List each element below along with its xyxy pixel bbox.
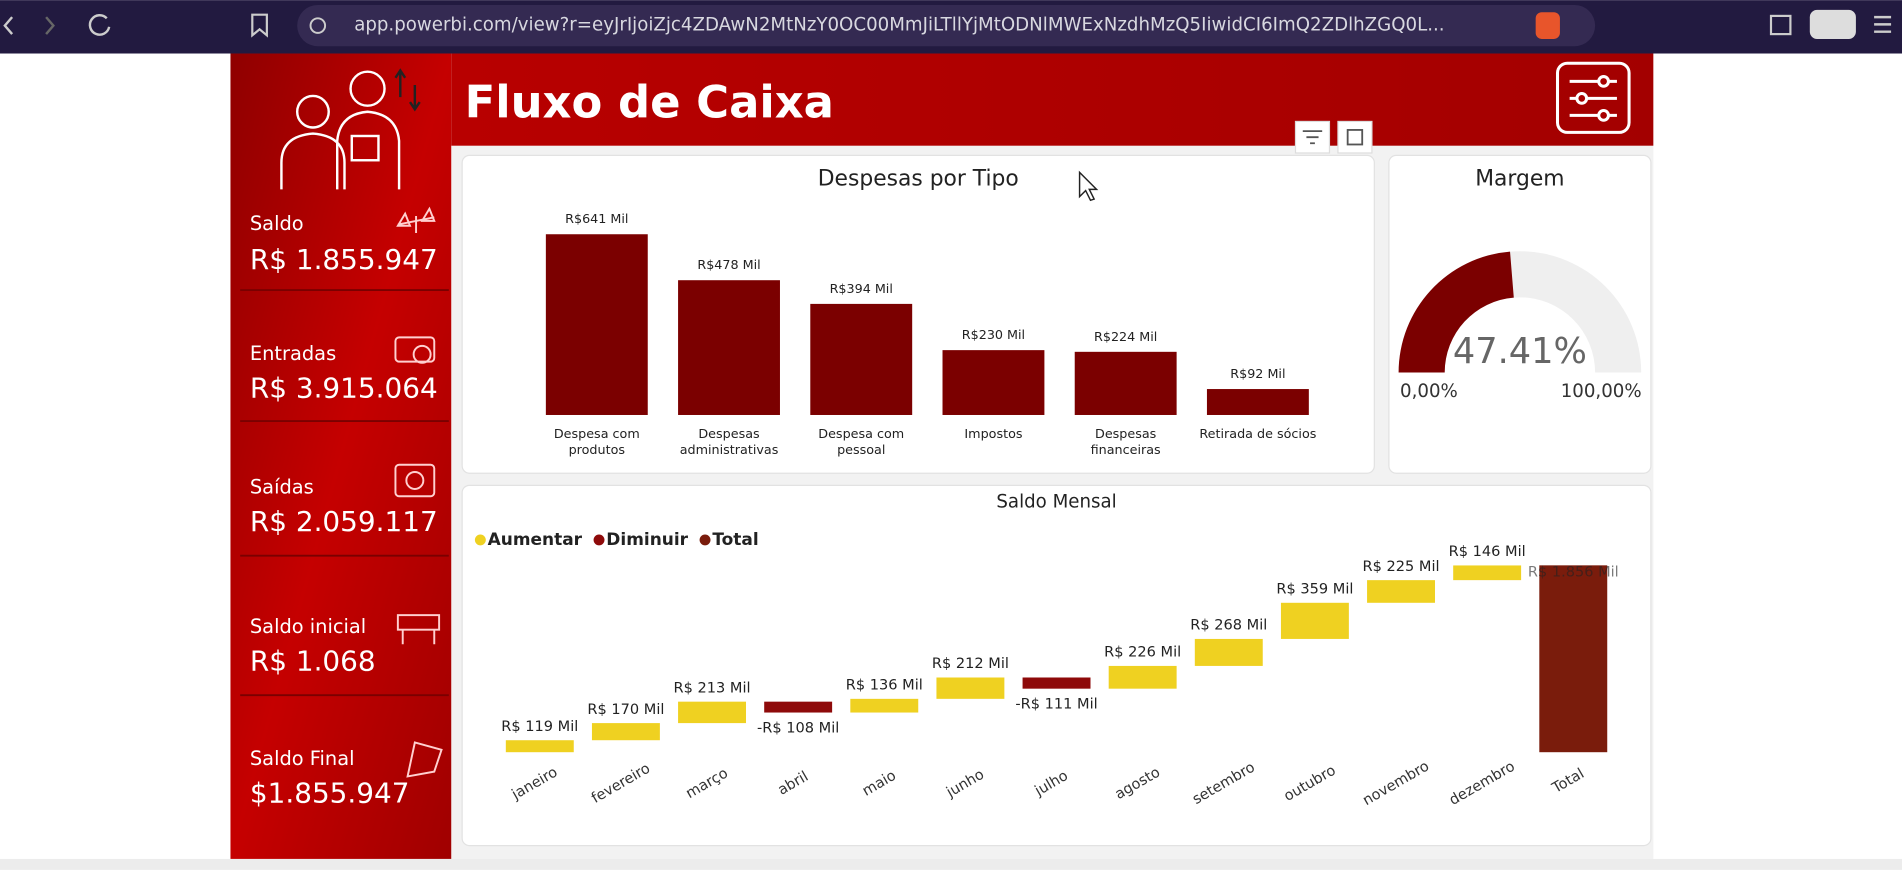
waterfall-label: -R$ 108 Mil [757, 719, 839, 736]
gauge-value-label: 47.41% [1453, 331, 1587, 372]
kpi-value: R$ 1.855.947 [250, 243, 438, 276]
brave-shield[interactable] [1535, 12, 1560, 39]
focus-button[interactable] [1337, 120, 1373, 154]
margem-card[interactable] [1388, 154, 1652, 474]
waterfall-bar [1453, 565, 1522, 581]
waterfall-label: R$ 212 Mil [932, 655, 1009, 672]
category-label: Despesas financeiras [1090, 427, 1161, 458]
category-label-box: Despesa com pessoal [818, 427, 905, 458]
gauge-min-label: 0,00% [1400, 381, 1458, 402]
bar [678, 280, 780, 415]
kpi-label: Saídas [250, 475, 314, 498]
bar [545, 234, 648, 415]
category-label-box: Impostos [964, 427, 1023, 442]
bookmark-button[interactable] [251, 13, 268, 38]
bar [810, 303, 913, 415]
category-label-box: Despesas administrativas [679, 427, 779, 458]
bar [1074, 351, 1177, 415]
waterfall-label: R$ 136 Mil [846, 676, 923, 693]
saldo-card[interactable] [461, 484, 1652, 847]
kpi-value: R$ 2.059.117 [250, 505, 438, 538]
waterfall-total [1539, 565, 1608, 753]
waterfall-bar [764, 701, 833, 713]
waterfall-label: R$ 226 Mil [1104, 644, 1181, 661]
margem-title: Margem [1475, 167, 1564, 192]
waterfall-bar [591, 723, 660, 741]
category-label: Impostos [964, 427, 1023, 442]
waterfall-bar [1280, 602, 1349, 639]
legend-swatch [593, 534, 605, 546]
bar-label: R$224 Mil [1094, 330, 1157, 345]
visual-header-icons [1294, 120, 1373, 154]
waterfall-bar [505, 740, 574, 753]
bar-label: R$394 Mil [830, 282, 893, 297]
waterfall-label: R$ 119 Mil [501, 718, 578, 735]
bar-label: R$478 Mil [697, 258, 760, 273]
menu-button[interactable] [1874, 15, 1892, 33]
bar-label: R$92 Mil [1230, 367, 1285, 382]
waterfall-label: R$ 213 Mil [674, 679, 751, 696]
kpi-separators [240, 289, 449, 697]
kpi-label: Saldo [250, 212, 304, 235]
legend-swatch [699, 534, 711, 546]
kpi-value: $1.855.947 [250, 777, 410, 810]
url: app.powerbi.com/view?r=eyJrIjoiZjc4ZDAwN… [354, 15, 1444, 36]
category-label: Despesa com produtos [553, 427, 640, 458]
despesas-title: Despesas por Tipo [818, 167, 1019, 192]
address-bar[interactable] [297, 4, 1596, 47]
reload-button[interactable] [88, 14, 111, 36]
sidebar-button[interactable] [1769, 14, 1792, 36]
mouse-cursor [1078, 170, 1099, 202]
settings-icon[interactable] [1555, 61, 1631, 134]
kpi-value: R$ 3.915.064 [250, 372, 438, 405]
kpi-label: Saldo Final [250, 747, 355, 770]
waterfall-bar [1108, 665, 1177, 689]
legend-label: Aumentar [488, 530, 583, 550]
waterfall-label: -R$ 111 Mil [1015, 695, 1097, 712]
saldo-title: Saldo Mensal [996, 491, 1116, 512]
sidebar [230, 53, 452, 859]
waterfall-bar [936, 677, 1005, 699]
category-label-box: Retirada de sócios [1199, 427, 1317, 442]
waterfall-label: R$ 225 Mil [1363, 558, 1440, 575]
waterfall-label: R$ 359 Mil [1276, 580, 1353, 597]
people-illustration [280, 68, 421, 190]
waterfall-label: R$ 146 Mil [1449, 543, 1526, 560]
header [451, 53, 1654, 146]
waterfall-label: R$ 268 Mil [1190, 617, 1267, 634]
back-button[interactable] [3, 16, 14, 35]
legend-label: Total [712, 530, 758, 550]
gauge-max-label: 100,00% [1561, 381, 1642, 402]
waterfall-bar [1367, 580, 1435, 603]
report-title: Fluxo de Caixa [465, 76, 834, 129]
category-label: Retirada de sócios [1199, 427, 1317, 442]
legend-swatch [474, 534, 486, 546]
gauge-value [1398, 251, 1514, 373]
kpi-label: Entradas [250, 342, 336, 365]
kpi-label: Saldo inicial [250, 615, 366, 638]
waterfall-bar [850, 698, 919, 713]
extension-button[interactable] [1809, 9, 1856, 39]
bar [1206, 389, 1309, 415]
waterfall-label: R$ 1.856 Mil [1528, 564, 1619, 581]
category-label: Despesa com pessoal [818, 427, 905, 458]
waterfall-label: R$ 170 Mil [587, 701, 664, 718]
legend-label: Diminuir [606, 530, 688, 550]
bar-label: R$230 Mil [962, 328, 1025, 343]
bar-label: R$641 Mil [565, 212, 628, 227]
category-label-box: Despesa com produtos [553, 427, 640, 458]
forward-button[interactable] [45, 16, 55, 35]
waterfall-bar [1022, 677, 1091, 689]
bottom-strip [0, 858, 1902, 870]
waterfall-bar [678, 701, 747, 724]
category-label-box: Despesas financeiras [1090, 427, 1161, 458]
kpi-value: R$ 1.068 [250, 644, 376, 677]
bar [942, 350, 1045, 415]
waterfall-bar [1194, 638, 1263, 666]
kpi-icons [394, 206, 443, 778]
site-info[interactable] [309, 17, 327, 34]
category-label: Despesas administrativas [679, 427, 779, 458]
